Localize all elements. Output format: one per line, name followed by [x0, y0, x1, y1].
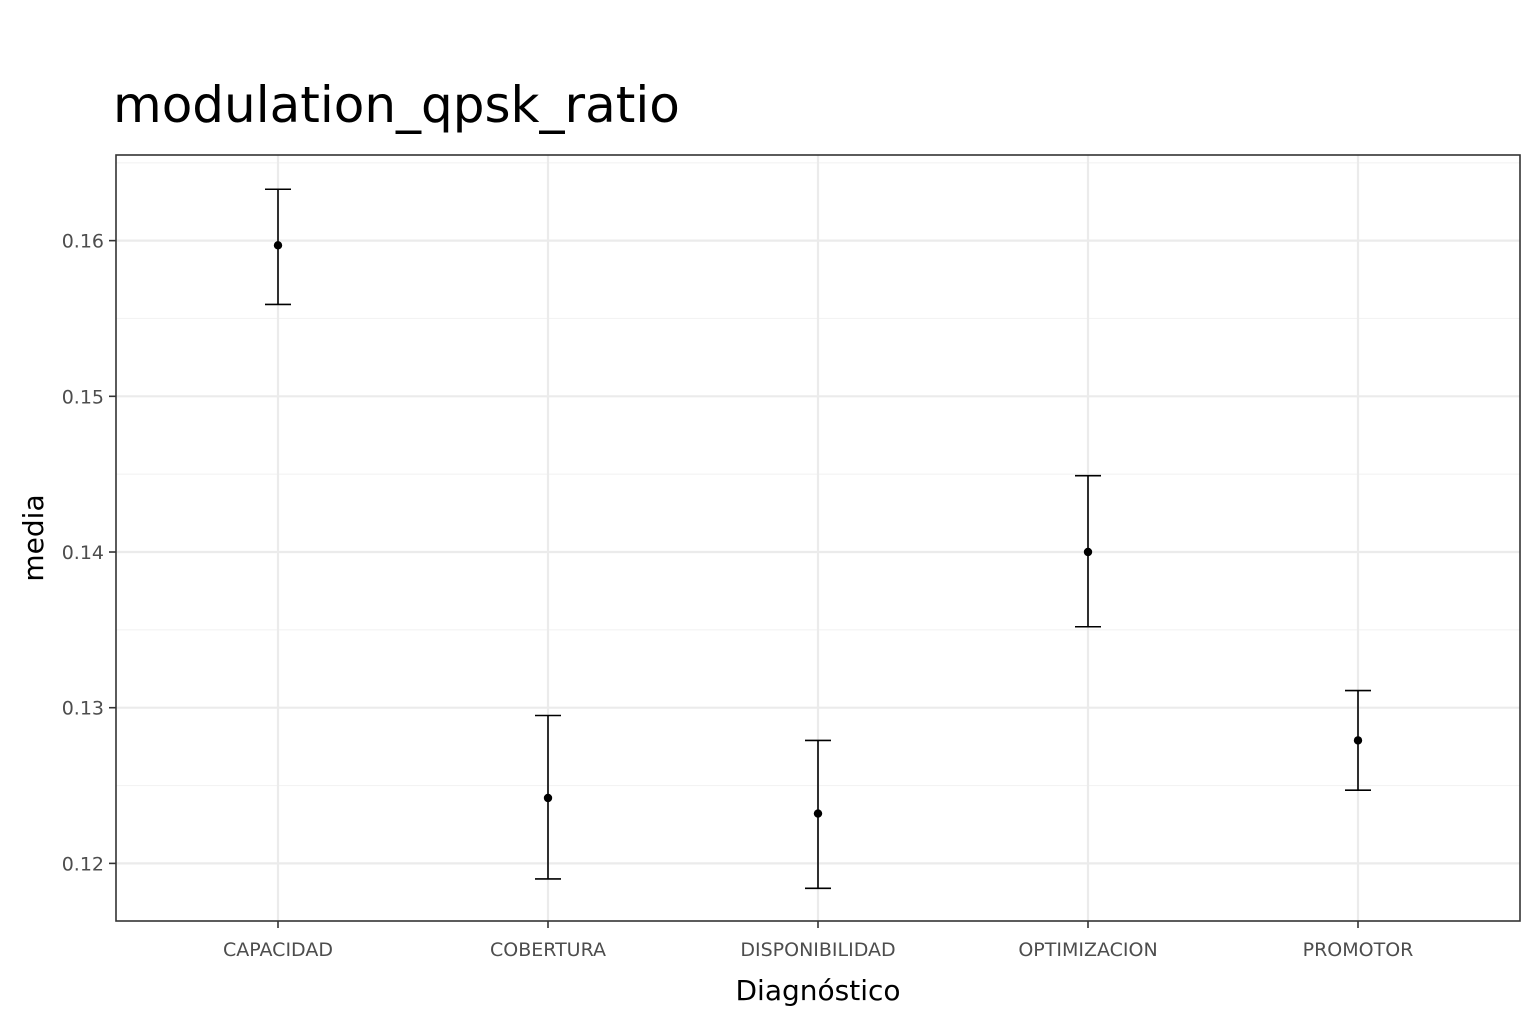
errorbar-disponibilidad [805, 739, 831, 890]
x-tick-label: PROMOTOR [1303, 939, 1414, 961]
y-tick-label: 0.13 [62, 698, 104, 720]
mean-point [813, 809, 823, 818]
mean-point [1083, 547, 1093, 557]
mean-point [543, 793, 553, 803]
x-axis-title: Diagnóstico [735, 974, 900, 1007]
errorbar-capacidad [265, 188, 291, 306]
x-tick-label: OPTIMIZACION [1018, 939, 1157, 961]
mean-point [1353, 736, 1363, 745]
x-tick-label: DISPONIBILIDAD [740, 939, 895, 961]
y-tick-label: 0.14 [62, 542, 104, 564]
data-layer [265, 188, 1371, 890]
errorbar-promotor [1345, 689, 1371, 792]
axes: 0.12 0.13 0.14 0.15 0.16 CAPACIDAD COBERTURA DI… [62, 231, 1414, 961]
errorbar-cobertura [535, 714, 561, 880]
x-tick-label: CAPACIDAD [223, 939, 333, 961]
y-tick-label: 0.16 [62, 231, 104, 253]
y-axis-title: media [17, 494, 50, 581]
errorbar-optimizacion [1075, 474, 1101, 628]
y-tick-label: 0.15 [62, 386, 104, 408]
chart-title: modulation_qpsk_ratio [113, 76, 680, 134]
y-tick-label: 0.12 [62, 853, 104, 875]
x-tick-label: COBERTURA [490, 939, 606, 961]
mean-point [273, 241, 283, 250]
